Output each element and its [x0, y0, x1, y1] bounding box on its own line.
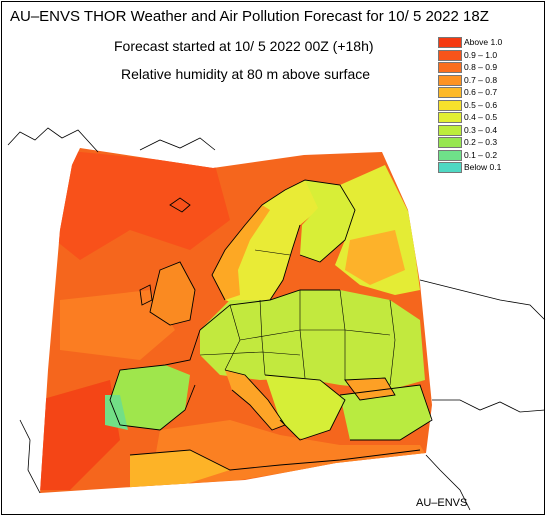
legend-swatch	[438, 124, 462, 136]
field-label: Relative humidity at 80 m above surface	[121, 66, 371, 82]
coastlines	[109, 179, 433, 471]
iberia-land	[110, 365, 190, 430]
legend-swatch	[438, 74, 462, 86]
atlantic-south-red	[40, 380, 120, 490]
footer-brand: AU–ENVS	[416, 497, 468, 509]
legend-swatch	[438, 49, 462, 61]
italy-land	[225, 370, 285, 430]
iberia-coast-green	[105, 395, 128, 430]
atlantic-orange-band	[60, 290, 175, 360]
legend-item: Below 0.1	[438, 162, 548, 173]
northeast-orange-patch	[345, 230, 405, 285]
legend-label: Below 0.1	[464, 162, 502, 172]
legend-label: 0.8 – 0.9	[464, 62, 498, 72]
scandinavia-land	[212, 180, 320, 310]
balkans-land	[265, 375, 345, 440]
central-europe-land	[200, 290, 425, 390]
outer-coastlines	[7, 127, 546, 511]
legend-swatch	[438, 62, 462, 73]
legend-label: 0.9 – 1.0	[464, 49, 498, 60]
legend-item: 0.1 – 0.2	[438, 149, 548, 161]
legend-item: 0.2 – 0.3	[438, 137, 548, 148]
legend-label: 0.2 – 0.3	[464, 137, 498, 147]
legend-item: 0.7 – 0.8	[438, 74, 548, 86]
legend-item: 0.5 – 0.6	[438, 99, 548, 111]
legend-label: 0.5 – 0.6	[464, 99, 498, 110]
legend-item: 0.8 – 0.9	[438, 62, 548, 73]
legend-swatch	[438, 112, 462, 123]
country-borders	[199, 249, 396, 386]
legend-label: 0.7 – 0.8	[464, 74, 498, 85]
legend-swatch	[438, 87, 462, 98]
map-title: AU–ENVS THOR Weather and Air Pollution F…	[10, 8, 489, 25]
north-africa-land	[130, 450, 230, 488]
norway-coast-orange	[212, 205, 270, 300]
legend-swatch	[438, 149, 462, 161]
uk-ireland-land	[150, 262, 195, 325]
legend-swatch	[438, 37, 462, 48]
north-atlantic-high-humidity	[55, 150, 230, 260]
forecast-start-label: Forecast started at 10/ 5 2022 00Z (+18h…	[114, 38, 374, 54]
legend-item: 0.3 – 0.4	[438, 124, 548, 136]
legend-swatch	[438, 162, 462, 173]
legend-item: 0.6 – 0.7	[438, 87, 548, 98]
legend-label: 0.4 – 0.5	[464, 112, 498, 122]
legend-label: Above 1.0	[464, 37, 503, 47]
legend-label: 0.3 – 0.4	[464, 124, 498, 135]
legend-swatch	[438, 99, 462, 111]
legend-item: 0.4 – 0.5	[438, 112, 548, 123]
black-sea-orange	[345, 378, 395, 400]
legend-item: Above 1.0	[438, 37, 548, 48]
finland-land	[300, 180, 355, 262]
legend-item: 0.9 – 1.0	[438, 49, 548, 61]
legend-label: 0.6 – 0.7	[464, 87, 498, 97]
legend-label: 0.1 – 0.2	[464, 149, 498, 160]
legend-swatch	[438, 137, 462, 148]
